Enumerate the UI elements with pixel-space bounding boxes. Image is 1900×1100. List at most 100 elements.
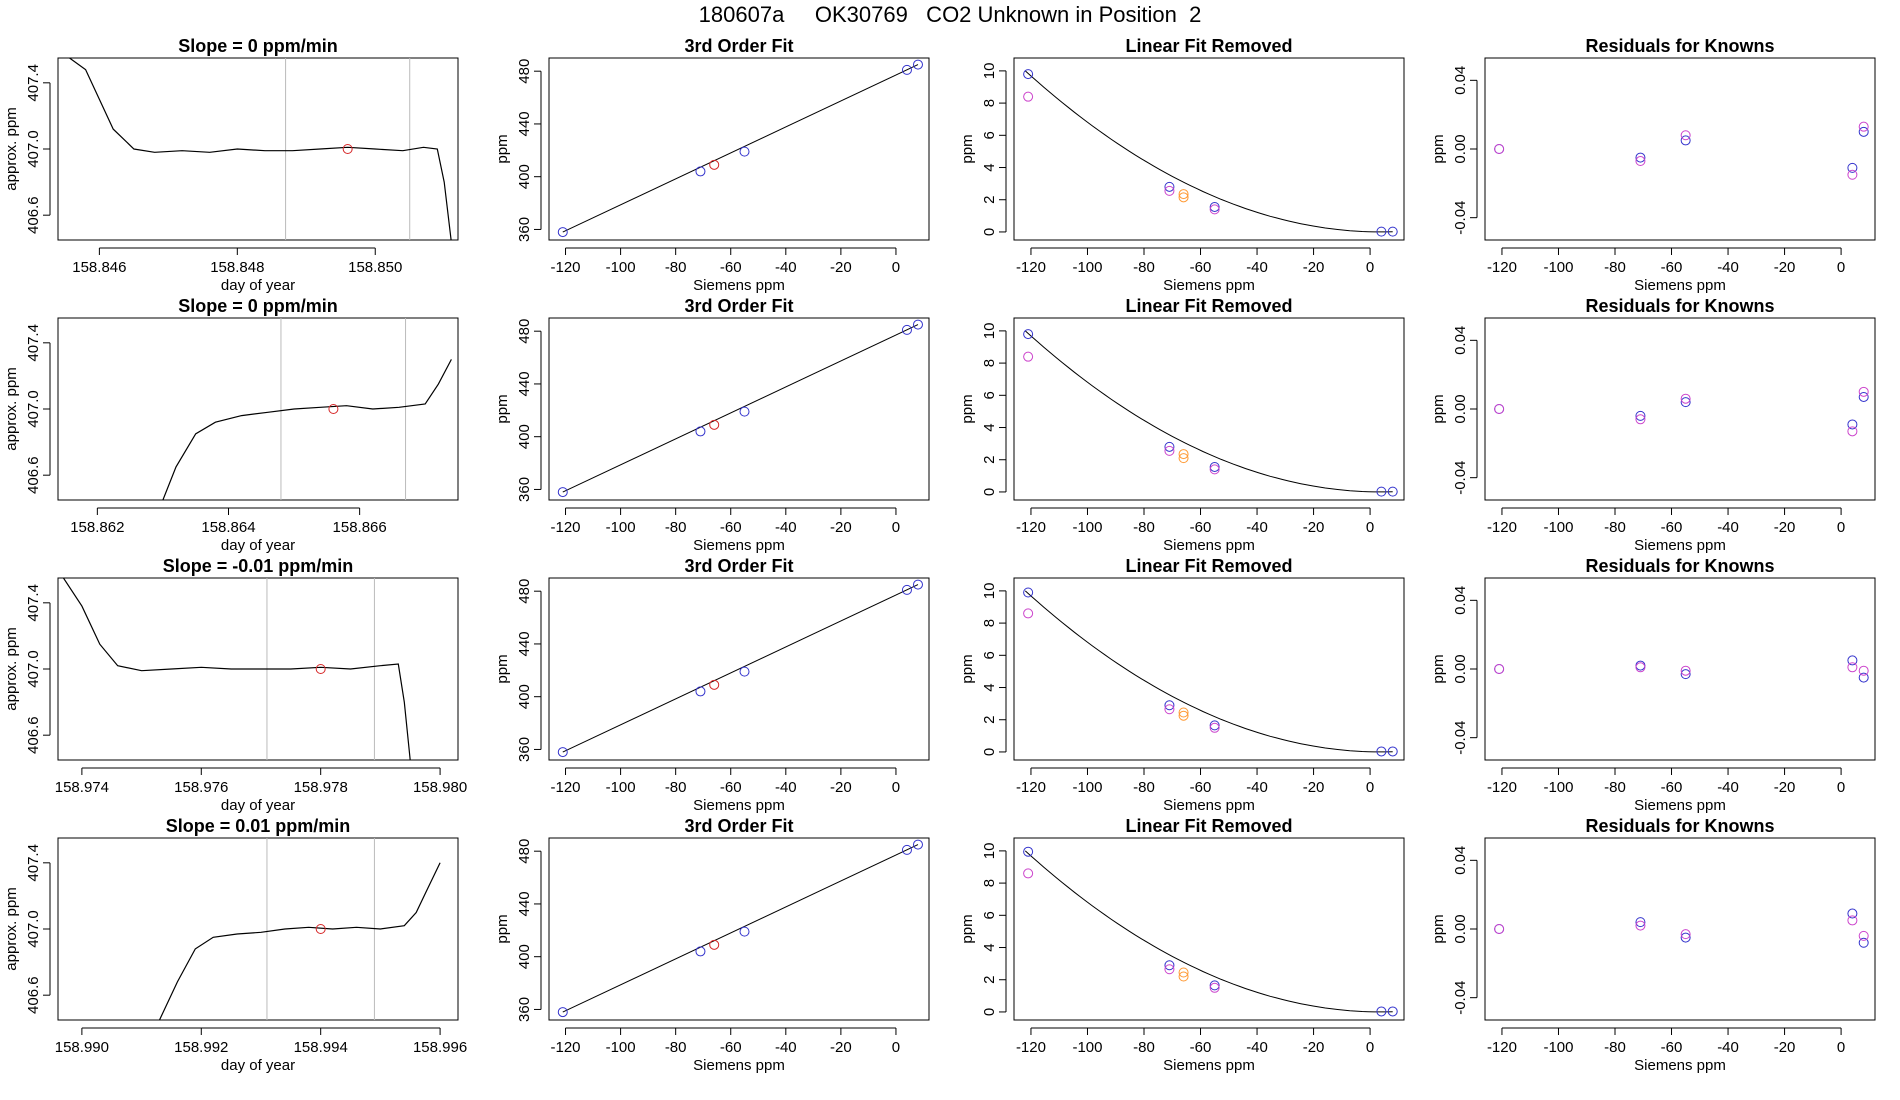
x-tick-label: -40 [1246,259,1268,276]
y-tick-label: -0.04 [1452,461,1469,495]
x-tick-label: -40 [1246,1039,1268,1056]
panel-title: 3rd Order Fit [684,556,793,576]
data-point [695,946,706,957]
x-tick-label: -60 [1190,519,1212,536]
panel-linear-1: Linear Fit Removed -120 -100 -80 -60 -40 -20 0 S… [959,296,1405,554]
y-tick-label: 400 [516,164,533,189]
x-tick-label: -100 [1072,259,1102,276]
panel-title: Slope = 0 ppm/min [178,36,338,56]
data-point [1847,655,1858,666]
data-point [1164,704,1175,715]
y-axis-label: ppm [959,394,976,423]
data-point [1635,152,1646,163]
x-tick-label: -120 [1487,259,1517,276]
y-tick-label: 407.0 [25,390,42,428]
y-tick-label: 4 [981,423,998,431]
data-point [1023,587,1034,598]
data-point [1847,419,1858,430]
plot-area [158,838,441,1020]
data-point [709,679,720,690]
data-point [901,64,912,75]
data-point [1023,608,1034,619]
data-point [1164,964,1175,975]
plot-frame [1484,317,1876,501]
panel-linear-0: Linear Fit Removed -120 -100 -80 -60 -40 -20 0 S… [959,36,1405,294]
plot-frame [548,317,930,501]
panel-title: Linear Fit Removed [1125,556,1292,576]
x-tick-label: -20 [1303,259,1325,276]
x-tick-label: 158.862 [70,519,124,536]
x-tick-label: 158.994 [294,1039,348,1056]
y-tick-label: 10 [981,583,998,600]
x-tick-label: -120 [1487,1039,1517,1056]
x-tick-label: 158.976 [174,779,228,796]
data-point [1023,91,1034,102]
data-point [1847,662,1858,673]
y-tick-label: 360 [516,737,533,762]
x-tick-label: -20 [1774,519,1796,536]
x-tick-label: 0 [1837,1039,1845,1056]
y-tick-label: 6 [981,651,998,659]
data-point [1178,189,1189,200]
plot-frame [1484,57,1876,241]
data-point [1209,201,1220,212]
plot-area [62,578,411,760]
x-tick-label: 158.992 [174,1039,228,1056]
x-tick-label: 0 [1366,519,1374,536]
y-tick-label: 440 [516,631,533,656]
panel-title: Slope = 0.01 ppm/min [166,816,351,836]
data-point [1209,461,1220,472]
x-tick-label: -20 [1774,779,1796,796]
data-point [1178,707,1189,718]
x-tick-label: -100 [1072,779,1102,796]
x-axis-label: Siemens ppm [693,277,785,294]
data-point [709,419,720,430]
x-tick-label: -120 [1016,1039,1046,1056]
x-tick-label: -20 [1774,259,1796,276]
x-tick-label: -120 [1016,259,1046,276]
data-point [1164,185,1175,196]
y-axis-label: ppm [494,914,511,943]
data-point [1023,846,1034,857]
data-point [1635,917,1646,928]
plot-frame [548,577,930,761]
data-point [1023,69,1034,80]
x-tick-label: 0 [1366,259,1374,276]
panel-fit-0: 3rd Order Fit -120 -100 -80 -60 -40 -20 0 Siemen… [494,36,930,294]
x-tick-label: -60 [720,259,742,276]
plot-area [557,839,923,1018]
x-axis-label: Siemens ppm [1634,797,1726,814]
data-point [1680,135,1691,146]
data-point [1376,486,1387,497]
y-axis-label: approx. ppm [3,367,20,450]
y-tick-label: 2 [981,976,998,984]
y-tick-label: 440 [516,891,533,916]
data-point [1494,404,1505,414]
x-axis-label: Siemens ppm [693,1057,785,1074]
x-axis-label: Siemens ppm [693,537,785,554]
x-tick-label: -100 [1543,1039,1573,1056]
plot-frame [548,837,930,1021]
x-tick-label: 0 [1366,779,1374,796]
x-tick-label: -120 [1487,779,1517,796]
y-axis-label: approx. ppm [3,627,20,710]
data-point [1023,329,1034,340]
y-tick-label: 10 [981,323,998,340]
plot-area [557,319,923,498]
x-tick-label: -120 [551,519,581,536]
y-tick-label: 480 [516,579,533,604]
plot-area [557,579,923,758]
data-point [1376,746,1387,757]
data-point [1858,121,1869,132]
plot-frame [1484,577,1876,761]
y-tick-label: 360 [516,217,533,242]
y-tick-label: 400 [516,944,533,969]
mean-point [315,664,326,674]
x-tick-label: -20 [830,779,852,796]
y-axis-label: ppm [1430,134,1447,163]
x-tick-label: -100 [1072,519,1102,536]
x-tick-label: -80 [665,519,687,536]
x-tick-label: -80 [1604,1039,1626,1056]
panel-linear-2: Linear Fit Removed -120 -100 -80 -60 -40 -20 0 S… [959,556,1405,814]
